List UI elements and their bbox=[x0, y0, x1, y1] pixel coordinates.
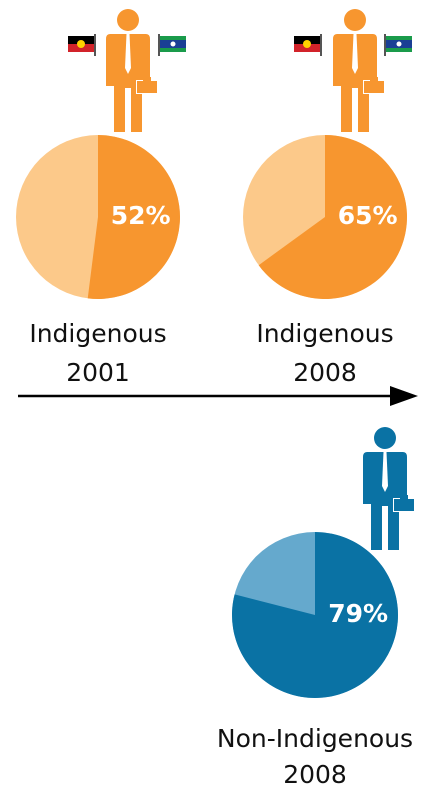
pie-slice bbox=[231, 532, 399, 698]
pie-title: Indigenous bbox=[256, 319, 393, 348]
value-label: 52% bbox=[111, 201, 171, 230]
value-label: 79% bbox=[328, 599, 388, 628]
pie-slice bbox=[87, 135, 181, 299]
value-label: 65% bbox=[338, 201, 398, 230]
pie-title: Non-Indigenous bbox=[217, 724, 413, 753]
pie-subtitle: 2008 bbox=[293, 358, 357, 387]
person-icon bbox=[106, 9, 158, 132]
person-icon bbox=[333, 9, 385, 132]
pie-subtitle: 2001 bbox=[66, 358, 130, 387]
person-icon bbox=[363, 427, 415, 550]
pie-title: Indigenous bbox=[29, 319, 166, 348]
arrow bbox=[18, 386, 418, 406]
pie-subtitle: 2008 bbox=[283, 760, 347, 785]
pie-slice bbox=[258, 135, 407, 299]
